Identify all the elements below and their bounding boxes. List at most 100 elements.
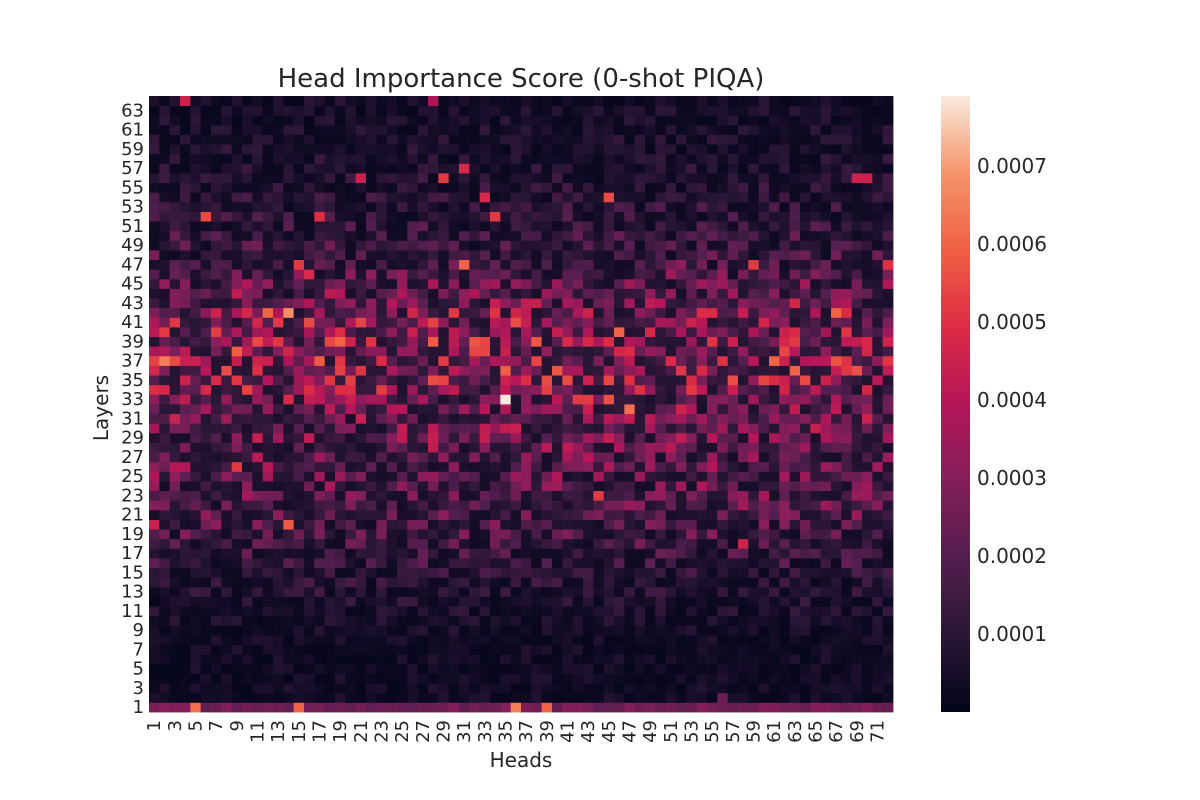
heatmap-cell: [180, 663, 191, 674]
heatmap-cell: [345, 307, 357, 318]
heatmap-cell: [686, 558, 698, 569]
heatmap-cell: [624, 471, 636, 482]
heatmap-cell: [645, 529, 656, 540]
heatmap-cell: [304, 577, 315, 588]
heatmap-cell: [273, 519, 284, 530]
heatmap-cell: [252, 615, 264, 626]
heatmap-cell: [252, 673, 264, 684]
heatmap-cell: [738, 692, 749, 703]
heatmap-cell: [180, 201, 191, 212]
heatmap-cell: [541, 134, 553, 145]
heatmap-cell: [304, 644, 315, 655]
heatmap-cell: [645, 201, 656, 212]
heatmap-cell: [665, 317, 677, 328]
heatmap-cell: [159, 567, 171, 578]
heatmap-cell: [355, 336, 367, 347]
heatmap-cell: [252, 288, 264, 299]
heatmap-cell: [200, 509, 212, 520]
heatmap-cell: [779, 336, 791, 347]
heatmap-cell: [221, 173, 233, 184]
heatmap-cell: [159, 240, 171, 251]
heatmap-cell: [614, 124, 625, 135]
heatmap-cell: [686, 673, 698, 684]
heatmap-cell: [448, 577, 460, 588]
heatmap-cell: [200, 654, 212, 665]
heatmap-cell: [335, 702, 346, 713]
heatmap-cell: [820, 481, 832, 492]
heatmap-cell: [345, 442, 357, 453]
heatmap-cell: [479, 375, 491, 386]
heatmap-cell: [273, 567, 284, 578]
heatmap-cell: [345, 615, 357, 626]
heatmap-cell: [841, 105, 853, 116]
heatmap-cell: [862, 327, 873, 338]
heatmap-cell: [851, 327, 863, 338]
heatmap-cell: [686, 153, 698, 164]
heatmap-cell: [500, 211, 512, 222]
heatmap-cell: [149, 201, 160, 212]
heatmap-cell: [882, 404, 894, 415]
heatmap-cell: [634, 201, 646, 212]
heatmap-cell: [314, 288, 326, 299]
heatmap-cell: [862, 615, 873, 626]
heatmap-cell: [169, 269, 181, 280]
heatmap-cell: [252, 529, 264, 540]
heatmap-cell: [758, 307, 770, 318]
heatmap-cell: [252, 644, 264, 655]
heatmap-cell: [882, 500, 894, 511]
heatmap-cell: [169, 606, 181, 617]
heatmap-cell: [738, 182, 749, 193]
heatmap-cell: [490, 683, 501, 694]
heatmap-cell: [779, 317, 791, 328]
colorbar: [941, 96, 970, 712]
heatmap-cell: [252, 384, 264, 395]
heatmap-cell: [417, 375, 429, 386]
heatmap-cell: [335, 375, 346, 386]
heatmap-cell: [583, 240, 594, 251]
heatmap-cell: [159, 644, 171, 655]
heatmap-cell: [149, 615, 160, 626]
heatmap-cell: [293, 596, 305, 607]
heatmap-cell: [655, 432, 667, 443]
heatmap-cell: [614, 500, 625, 511]
heatmap-cell: [552, 404, 563, 415]
heatmap-cell: [521, 259, 532, 270]
heatmap-cell: [469, 461, 481, 472]
heatmap-cell: [428, 432, 439, 443]
heatmap-cell: [242, 490, 253, 501]
heatmap-cell: [438, 529, 450, 540]
heatmap-cell: [376, 307, 388, 318]
heatmap-cell: [293, 644, 305, 655]
heatmap-cell: [252, 519, 264, 530]
heatmap-cell: [645, 211, 656, 222]
heatmap-cell: [624, 278, 636, 289]
heatmap-cell: [490, 673, 501, 684]
heatmap-cell: [273, 124, 284, 135]
heatmap-cell: [686, 596, 698, 607]
heatmap-cell: [386, 288, 398, 299]
heatmap-cell: [779, 182, 791, 193]
heatmap-cell: [479, 288, 491, 299]
heatmap-cell: [459, 673, 470, 684]
y-tick-label: 17: [121, 543, 144, 564]
heatmap-cell: [314, 153, 326, 164]
heatmap-cell: [293, 153, 305, 164]
heatmap-cell: [851, 683, 863, 694]
heatmap-cell: [293, 692, 305, 703]
heatmap-cell: [603, 336, 615, 347]
heatmap-cell: [283, 490, 295, 501]
heatmap-cell: [717, 509, 729, 520]
heatmap-cell: [293, 509, 305, 520]
heatmap-cell: [686, 269, 698, 280]
heatmap-cell: [820, 500, 832, 511]
heatmap-cell: [624, 259, 636, 270]
heatmap-cell: [727, 500, 739, 511]
heatmap-cell: [603, 384, 615, 395]
heatmap-cell: [490, 567, 501, 578]
heatmap-cell: [665, 606, 677, 617]
heatmap-cell: [572, 365, 584, 376]
heatmap-cell: [593, 124, 605, 135]
heatmap-cell: [769, 182, 780, 193]
heatmap-cell: [562, 558, 574, 569]
heatmap-cell: [448, 211, 460, 222]
